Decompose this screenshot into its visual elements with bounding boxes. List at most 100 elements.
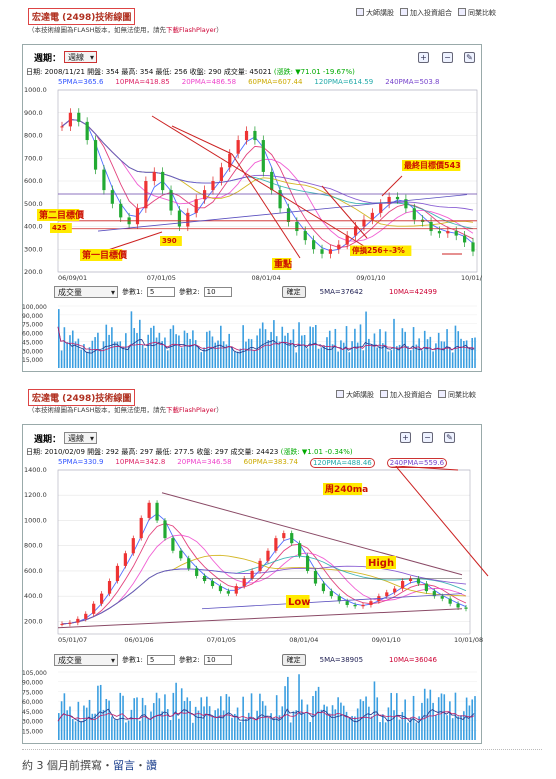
candle-body: [385, 592, 389, 597]
volume-bar: [152, 325, 155, 368]
like-link[interactable]: 讚: [146, 759, 157, 772]
volume-bar: [261, 701, 264, 740]
vol-ma5-2: 5MA=38905: [319, 656, 364, 664]
period-select-2[interactable]: 週線: [64, 432, 97, 444]
target2-label-bg: [37, 209, 80, 221]
candle-body: [76, 618, 80, 623]
volume-bar: [471, 699, 474, 740]
volume-bar: [395, 346, 398, 368]
zoom-out-icon[interactable]: −: [442, 52, 453, 63]
volume-bar: [116, 719, 119, 740]
volume-bar: [80, 721, 82, 740]
draw-pen-icon[interactable]: ✎: [464, 52, 475, 63]
volume-bar: [119, 341, 122, 368]
volume-bar: [164, 337, 166, 368]
volume-bar: [287, 332, 289, 368]
ma-line: [61, 534, 467, 625]
volume-bar: [97, 332, 99, 368]
volume-bar: [437, 332, 440, 368]
ascending-trendline: [57, 608, 463, 629]
volume-bar: [169, 720, 172, 740]
volume-bar: [125, 333, 127, 368]
candle-body: [68, 112, 72, 127]
ma-legend-item: 20PMA=486.58: [181, 78, 237, 86]
volume-bar: [253, 719, 256, 740]
target2-value-bg: [50, 223, 72, 233]
volume-bar: [94, 337, 96, 368]
period-select-1[interactable]: 週線: [64, 51, 97, 63]
volume-bar: [340, 340, 342, 368]
volume-bar: [206, 696, 208, 740]
param2-input-2[interactable]: 10: [203, 655, 232, 665]
candle-body: [152, 171, 156, 181]
candle-body: [236, 140, 240, 154]
volume-bar: [376, 347, 379, 368]
volume-bar: [384, 722, 387, 740]
compare-link-2[interactable]: 同業比較: [438, 390, 476, 400]
volume-bar: [334, 328, 337, 368]
master-link-2[interactable]: 大師講股: [336, 390, 374, 400]
volume-ma-line: [57, 326, 475, 352]
candle-body: [393, 588, 397, 593]
volume-bar: [108, 700, 110, 740]
volume-bar: [435, 714, 437, 740]
volume-bar: [451, 718, 454, 740]
compare-link[interactable]: 同業比較: [458, 8, 496, 18]
candle-body: [387, 196, 391, 204]
y-tick-label: 1000.0: [24, 86, 47, 94]
volume-bar: [415, 344, 418, 368]
flash-download-link-2[interactable]: 下載FlashPlayer: [165, 406, 217, 414]
volume-bar: [340, 702, 342, 740]
volume-bar: [314, 325, 317, 368]
confirm-button-1[interactable]: 確定: [281, 286, 306, 298]
volume-bar: [443, 341, 446, 368]
vol-tick-label: 30,000: [22, 719, 43, 726]
add-portfolio-link[interactable]: 加入投資組合: [400, 8, 452, 18]
flash-download-link[interactable]: 下載FlashPlayer: [165, 26, 217, 34]
zoom-out-icon-2[interactable]: −: [422, 432, 433, 443]
volume-bar: [152, 703, 155, 740]
volume-bar: [113, 719, 116, 740]
param2-input-1[interactable]: 10: [203, 287, 232, 297]
volume-bar: [292, 711, 295, 740]
volume-bar: [91, 340, 94, 368]
volume-bar: [281, 326, 284, 368]
master-link[interactable]: 大師講股: [356, 8, 394, 18]
volume-bar: [463, 711, 465, 740]
candle-body: [370, 212, 374, 220]
add-portfolio-link-2[interactable]: 加入投資組合: [380, 390, 432, 400]
zoom-in-icon-2[interactable]: +: [400, 432, 411, 443]
param1-input-1[interactable]: 5: [146, 287, 175, 297]
volume-bar: [139, 319, 141, 368]
draw-pen-icon-2[interactable]: ✎: [444, 432, 455, 443]
candle-body: [210, 581, 215, 587]
target1-value: 390: [162, 237, 177, 245]
candle-body: [135, 208, 140, 225]
indicator-select-1[interactable]: 成交量: [54, 286, 118, 298]
candle-body: [454, 231, 458, 236]
indicator-select-2[interactable]: 成交量: [54, 654, 118, 666]
volume-bar: [312, 696, 314, 740]
confirm-button-2[interactable]: 確定: [281, 654, 306, 666]
candle-body: [432, 591, 436, 597]
param1-input-2[interactable]: 5: [146, 655, 175, 665]
volume-bar: [71, 330, 74, 368]
candle-body: [187, 558, 191, 569]
volume-bar: [382, 714, 384, 740]
volume-bar: [256, 710, 258, 740]
vol-ma10-1: 10MA=42499: [389, 288, 437, 296]
ma-legend-item: 10PMA=342.8: [115, 458, 166, 466]
vol-tick-label: 105,000: [22, 670, 47, 677]
vol-tick-label: 90,000: [22, 680, 43, 687]
x-tick-label: 09/01/10: [372, 636, 401, 644]
candle-body: [100, 593, 104, 604]
arrow-line: [231, 153, 301, 259]
comment-link[interactable]: 留言: [113, 759, 135, 772]
volume-bar: [301, 335, 303, 368]
zoom-in-icon[interactable]: +: [418, 52, 429, 63]
volume-bar: [236, 707, 239, 740]
volume-bar: [320, 709, 323, 740]
candle-body: [171, 538, 175, 551]
volume-bar: [239, 721, 242, 740]
volume-bar: [337, 351, 339, 368]
